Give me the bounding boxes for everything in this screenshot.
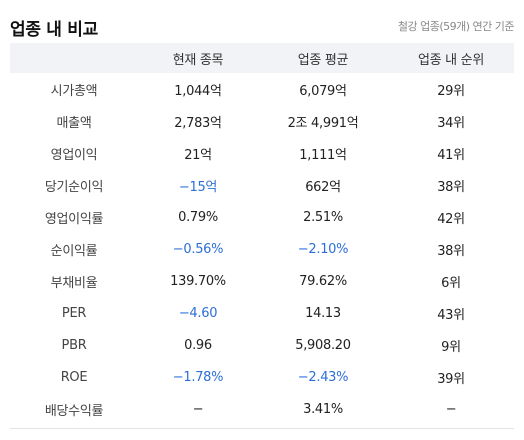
industry-rank-value: 9위 bbox=[441, 339, 461, 355]
table-row: PER −4.60 14.13 43위 bbox=[10, 297, 514, 329]
metric-label: 영업이익 bbox=[50, 147, 98, 163]
metric-label: 부채비율 bbox=[50, 275, 98, 291]
industry-average-value: −2.10% bbox=[297, 241, 349, 257]
table-row: 영업이익 21억 1,111억 41위 bbox=[10, 137, 514, 169]
panel-title: 업종 내 비교 bbox=[10, 20, 98, 40]
industry-rank-value: 29위 bbox=[437, 83, 465, 99]
current-value: 1,044억 bbox=[174, 83, 222, 99]
current-value: 0.96 bbox=[184, 337, 212, 353]
industry-average-value: 662억 bbox=[305, 179, 341, 195]
current-value: 139.70% bbox=[170, 273, 226, 289]
panel-header: 업종 내 비교 철강 업종(59개) 연간 기준 bbox=[10, 0, 515, 40]
current-value: 0.79% bbox=[178, 209, 218, 225]
industry-rank-value: − bbox=[445, 401, 457, 417]
header-cell-average: 업종 평균 bbox=[297, 52, 349, 68]
metric-label: 순이익률 bbox=[50, 243, 98, 259]
header-cell-metric bbox=[10, 43, 138, 73]
table-row: ROE −1.78% −2.43% 39위 bbox=[10, 361, 514, 393]
current-value: 2,783억 bbox=[174, 115, 222, 131]
metric-label: 배당수익률 bbox=[44, 403, 104, 419]
industry-rank-value: 43위 bbox=[437, 307, 465, 323]
metric-label: 당기순이익 bbox=[44, 179, 104, 195]
table-row: 시가총액 1,044억 6,079억 29위 bbox=[10, 73, 514, 105]
industry-average-value: 2조 4,991억 bbox=[287, 115, 359, 131]
metric-label: ROE bbox=[60, 369, 88, 385]
current-value: −1.78% bbox=[172, 369, 224, 385]
industry-average-value: 6,079억 bbox=[299, 83, 347, 99]
header-cell-current: 현재 종목 bbox=[172, 52, 224, 68]
industry-rank-value: 42위 bbox=[437, 211, 465, 227]
metric-label: PER bbox=[61, 305, 87, 321]
current-value: 21억 bbox=[184, 147, 212, 163]
header-row: 현재 종목 업종 평균 업종 내 순위 bbox=[10, 43, 514, 73]
industry-rank-value: 39위 bbox=[437, 371, 465, 387]
industry-average-value: 1,111억 bbox=[299, 147, 347, 163]
industry-rank-value: 38위 bbox=[437, 179, 465, 195]
industry-average-value: 14.13 bbox=[305, 305, 341, 321]
current-value: −0.56% bbox=[172, 241, 224, 257]
table-row: 영업이익률 0.79% 2.51% 42위 bbox=[10, 201, 514, 233]
table-bottom-divider bbox=[10, 428, 514, 429]
industry-average-value: 79.62% bbox=[299, 273, 347, 289]
metric-label: 시가총액 bbox=[50, 83, 98, 99]
table-header: 현재 종목 업종 평균 업종 내 순위 bbox=[10, 43, 514, 73]
metric-label: 매출액 bbox=[56, 115, 92, 131]
industry-average-value: −2.43% bbox=[297, 369, 349, 385]
table-row: 부채비율 139.70% 79.62% 6위 bbox=[10, 265, 514, 297]
current-value: −15억 bbox=[178, 179, 218, 195]
table-row: 배당수익률 − 3.41% − bbox=[10, 393, 514, 425]
panel-caption: 철강 업종(59개) 연간 기준 bbox=[397, 20, 515, 33]
metric-label: PBR bbox=[61, 337, 87, 353]
industry-average-value: 5,908.20 bbox=[295, 337, 351, 353]
metric-label: 영업이익률 bbox=[44, 211, 104, 227]
table-row: PBR 0.96 5,908.20 9위 bbox=[10, 329, 514, 361]
table-row: 당기순이익 −15억 662억 38위 bbox=[10, 169, 514, 201]
current-value: − bbox=[192, 401, 204, 417]
table-row: 순이익률 −0.56% −2.10% 38위 bbox=[10, 233, 514, 265]
industry-rank-value: 34위 bbox=[437, 115, 465, 131]
current-value: −4.60 bbox=[178, 305, 218, 321]
industry-average-value: 3.41% bbox=[303, 401, 343, 417]
header-cell-rank: 업종 내 순위 bbox=[418, 52, 484, 68]
table-row: 매출액 2,783억 2조 4,991억 34위 bbox=[10, 105, 514, 137]
industry-average-value: 2.51% bbox=[303, 209, 343, 225]
industry-rank-value: 38위 bbox=[437, 243, 465, 259]
comparison-table: 현재 종목 업종 평균 업종 내 순위 시가총액 1,044억 6,079억 2… bbox=[10, 43, 514, 425]
industry-rank-value: 6위 bbox=[441, 275, 461, 291]
industry-rank-value: 41위 bbox=[437, 147, 465, 163]
table-body: 시가총액 1,044억 6,079억 29위 매출액 2,783억 2조 4,9… bbox=[10, 73, 514, 425]
